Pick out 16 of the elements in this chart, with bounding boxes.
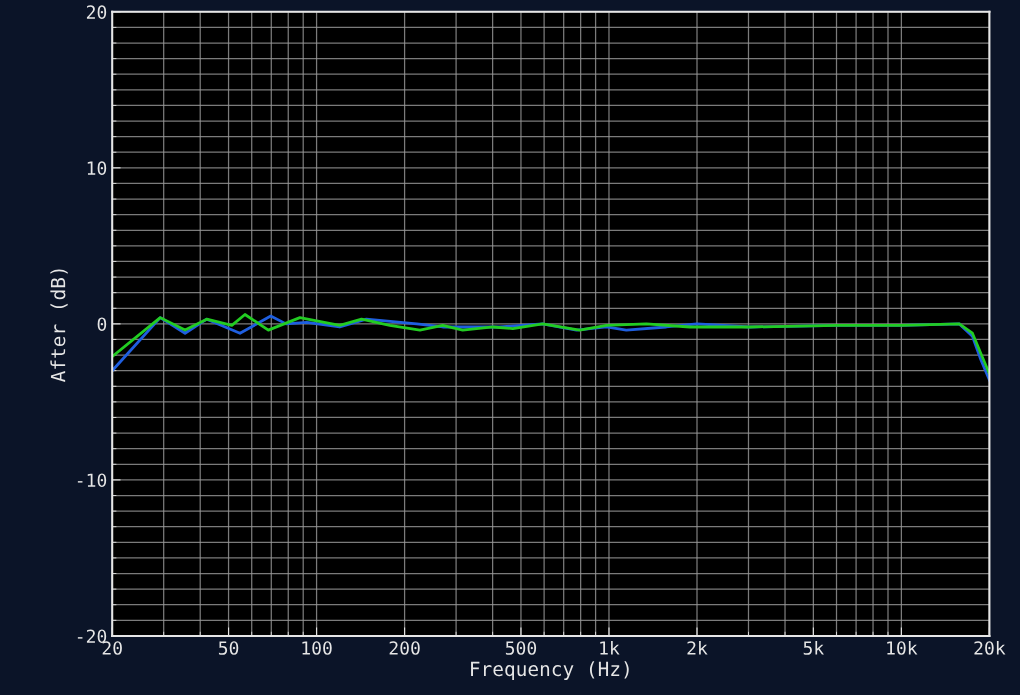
x-tick-label: 20k <box>974 640 1006 655</box>
x-tick-label: 2k <box>687 640 708 655</box>
y-axis-title: After (dB) <box>50 269 68 383</box>
x-axis-title: Frequency (Hz) <box>471 661 629 681</box>
y-tick-label: -10 <box>77 473 107 488</box>
y-tick-label: 10 <box>87 161 107 176</box>
x-tick-label: 50 <box>218 641 239 655</box>
x-tick-label: 200 <box>389 641 420 655</box>
x-tick-label: 20 <box>102 641 122 655</box>
x-tick-label: 500 <box>505 641 537 655</box>
y-tick-label: 0 <box>97 317 107 332</box>
x-tick-label: 5k <box>803 640 824 655</box>
x-tick-label: 10k <box>887 640 918 655</box>
x-tick-label: 100 <box>302 641 332 655</box>
x-tick-label: 1k <box>600 640 620 655</box>
y-tick-label: 20 <box>86 5 107 19</box>
